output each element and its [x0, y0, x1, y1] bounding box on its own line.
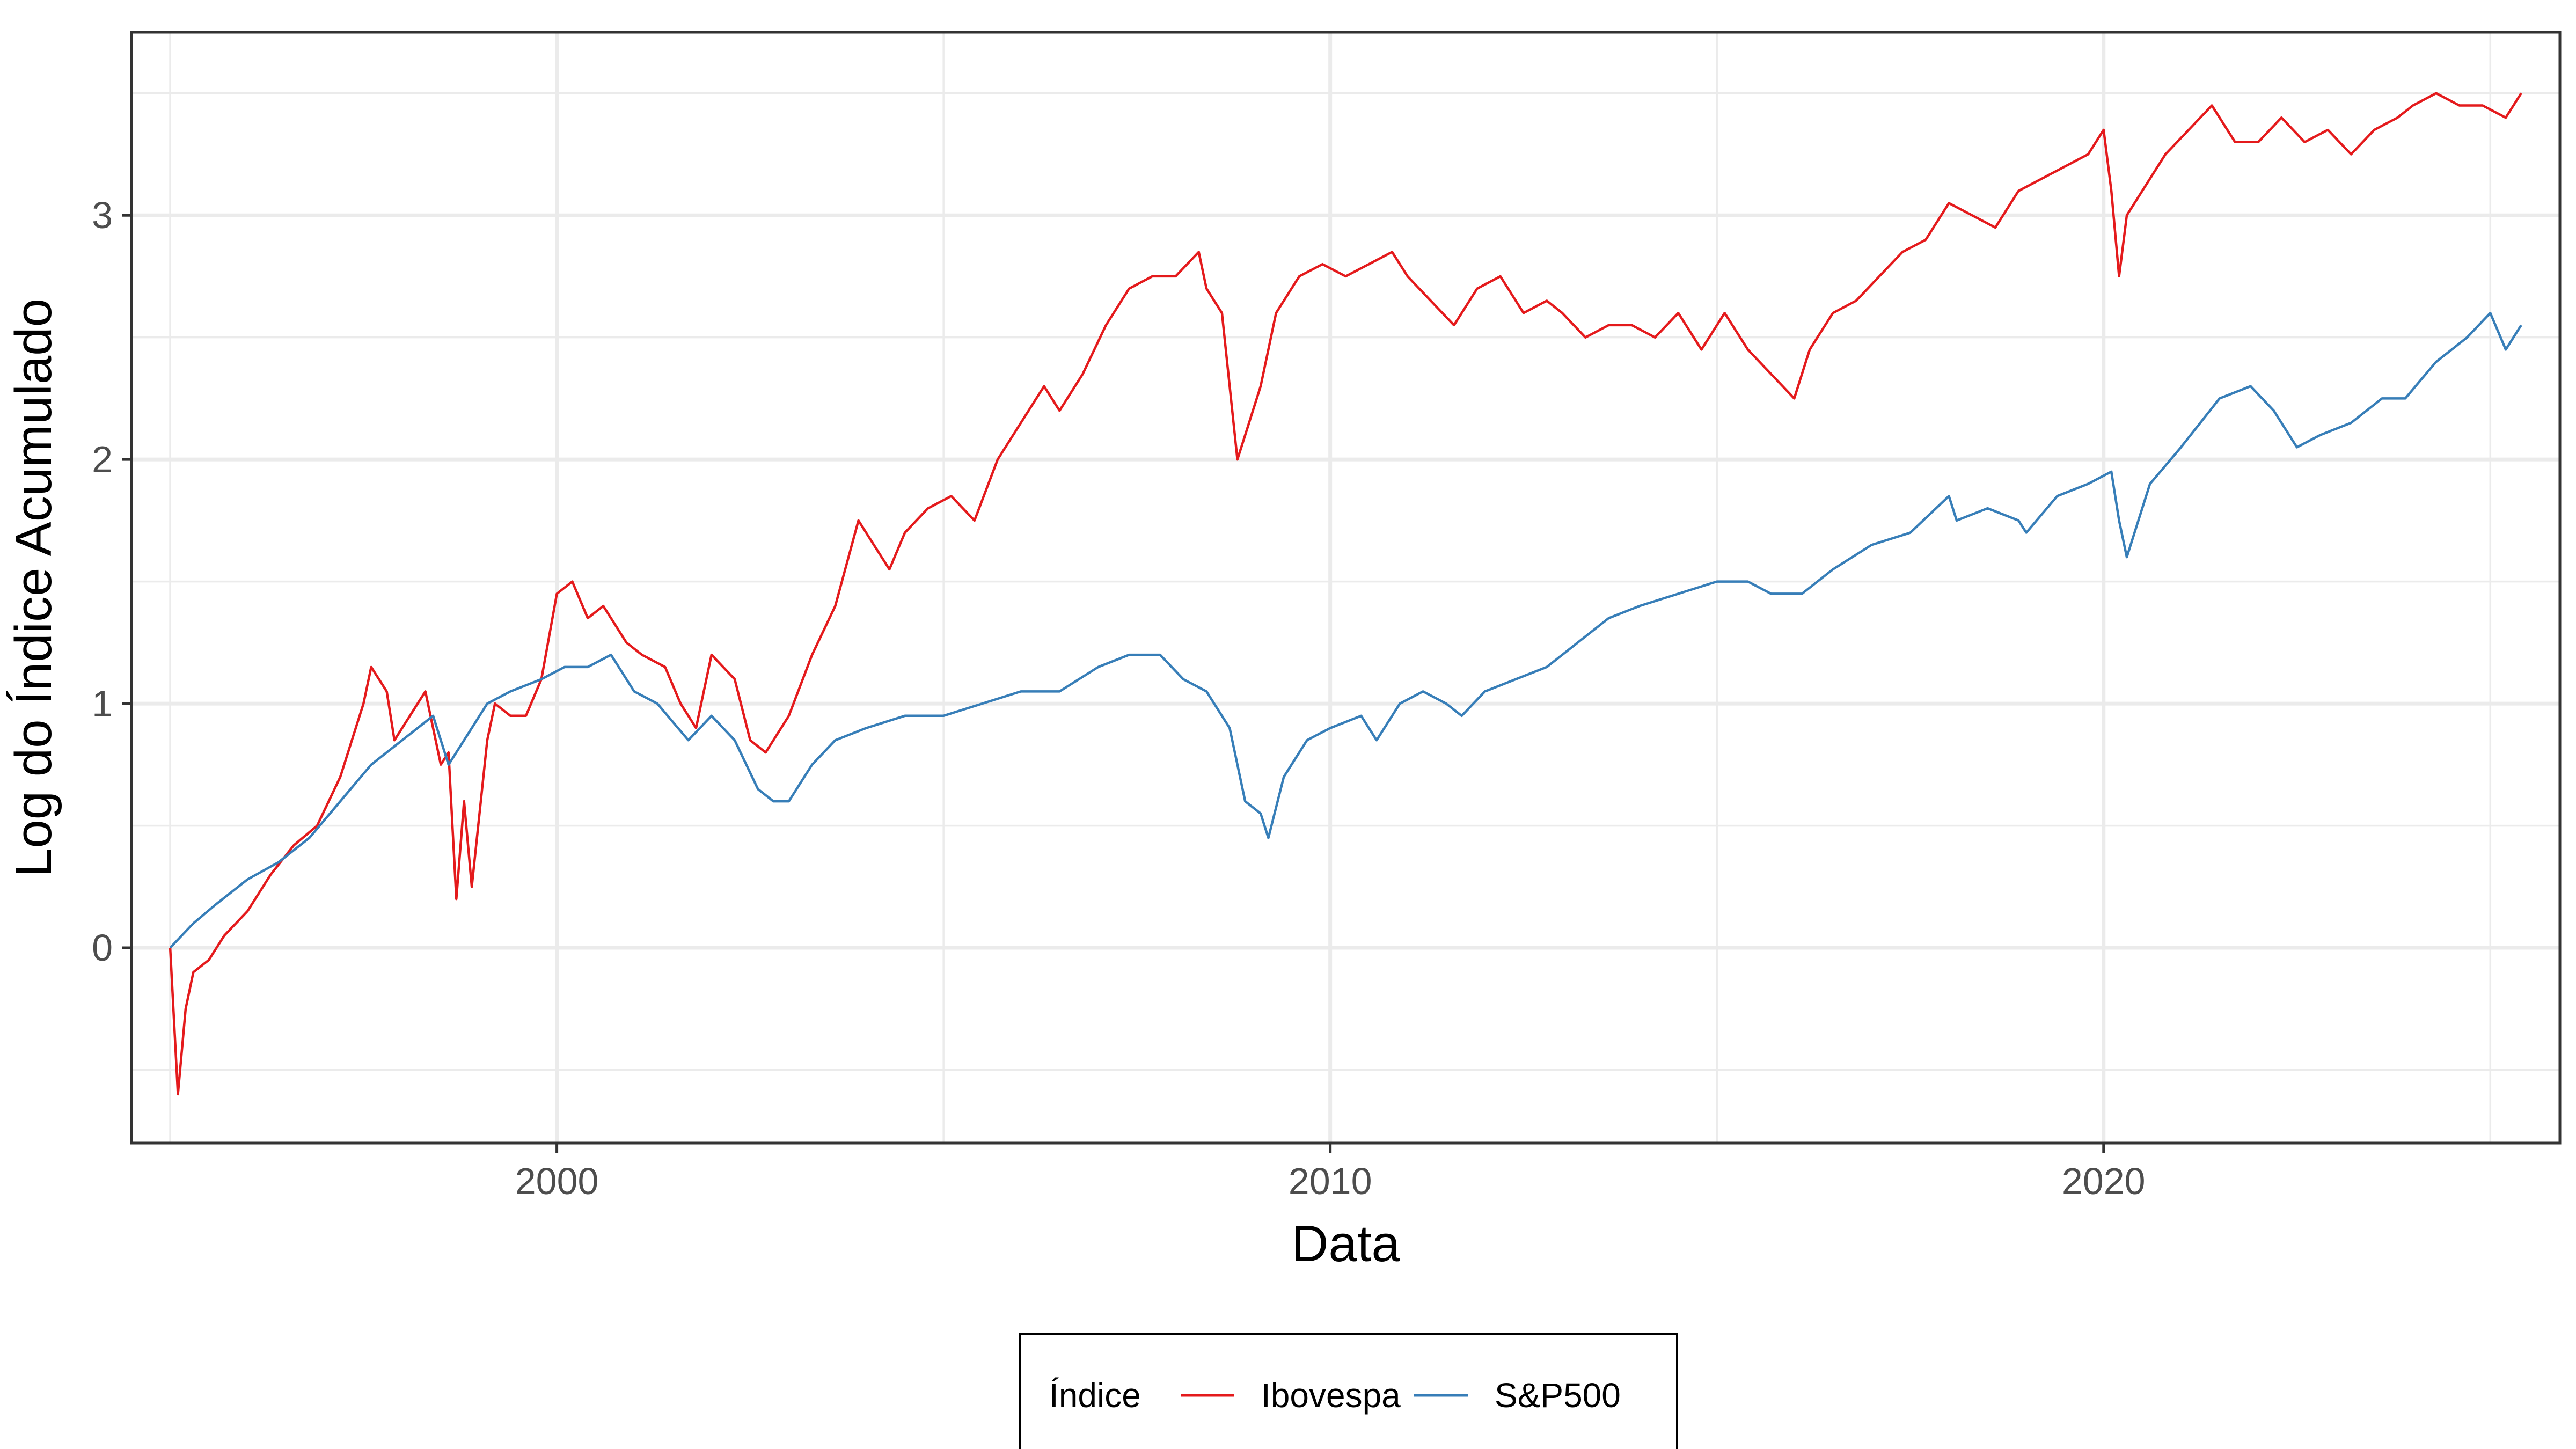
legend-items: Ibovespa S&P500 — [1181, 1376, 1621, 1415]
y-tick-label: 3 — [92, 194, 113, 236]
legend-box — [1019, 1333, 1678, 1449]
x-tick-label: 2010 — [1289, 1160, 1372, 1202]
series-lines — [169, 92, 2522, 1096]
series-line-ibovespa — [169, 92, 2522, 1096]
legend-label: S&P500 — [1495, 1376, 1621, 1415]
x-tick-label: 2000 — [515, 1160, 599, 1202]
y-tick-label: 0 — [92, 927, 113, 969]
legend: Índice Ibovespa S&P500 — [1019, 1333, 1678, 1449]
x-tick-label: 2020 — [2062, 1160, 2146, 1202]
y-axis-title: Log do Índice Acumulado — [5, 298, 62, 877]
tick-labels: 2000 2010 2020 0 1 2 3 — [92, 194, 2146, 1202]
legend-title: Índice — [1049, 1376, 1141, 1415]
y-tick-label: 1 — [92, 683, 113, 724]
panel-border — [130, 31, 2562, 1145]
axis-ticks — [122, 214, 2105, 1153]
series-line-sp500 — [169, 311, 2522, 949]
legend-label: Ibovespa — [1261, 1376, 1401, 1415]
gridlines — [131, 32, 2560, 1143]
x-axis-title: Data — [1291, 1215, 1400, 1272]
y-tick-label: 2 — [92, 438, 113, 480]
